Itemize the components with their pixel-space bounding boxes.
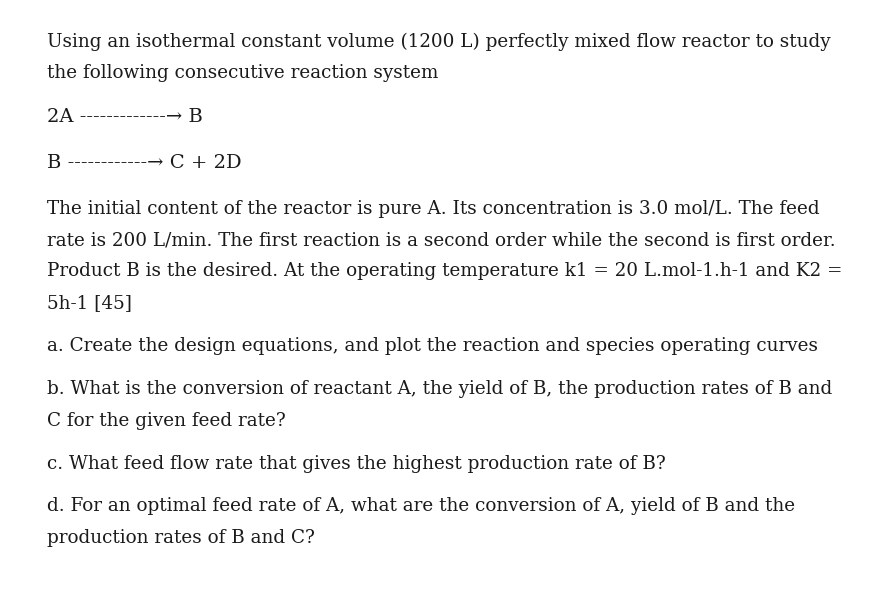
Text: c. What feed flow rate that gives the highest production rate of B?: c. What feed flow rate that gives the hi… [47,455,666,473]
Text: d. For an optimal feed rate of A, what are the conversion of A, yield of B and t: d. For an optimal feed rate of A, what a… [47,497,795,515]
Text: B ------------→ C + 2D: B ------------→ C + 2D [47,154,242,172]
Text: Product B is the desired. At the operating temperature k1 = 20 L.mol-1.h-1 and K: Product B is the desired. At the operati… [47,262,843,281]
Text: a. Create the design equations, and plot the reaction and species operating curv: a. Create the design equations, and plot… [47,337,818,355]
Text: b. What is the conversion of reactant A, the yield of B, the production rates of: b. What is the conversion of reactant A,… [47,380,832,399]
Text: production rates of B and C?: production rates of B and C? [47,529,315,547]
Text: the following consecutive reaction system: the following consecutive reaction syste… [47,64,439,82]
Text: 5h-1 [45]: 5h-1 [45] [47,294,132,312]
Text: The initial content of the reactor is pure A. Its concentration is 3.0 mol/L. Th: The initial content of the reactor is pu… [47,200,820,218]
Text: C for the given feed rate?: C for the given feed rate? [47,412,286,430]
Text: 2A -------------→ B: 2A -------------→ B [47,108,203,126]
Text: rate is 200 L/min. The first reaction is a second order while the second is firs: rate is 200 L/min. The first reaction is… [47,231,836,249]
Text: Using an isothermal constant volume (1200 L) perfectly mixed flow reactor to stu: Using an isothermal constant volume (120… [47,33,831,51]
